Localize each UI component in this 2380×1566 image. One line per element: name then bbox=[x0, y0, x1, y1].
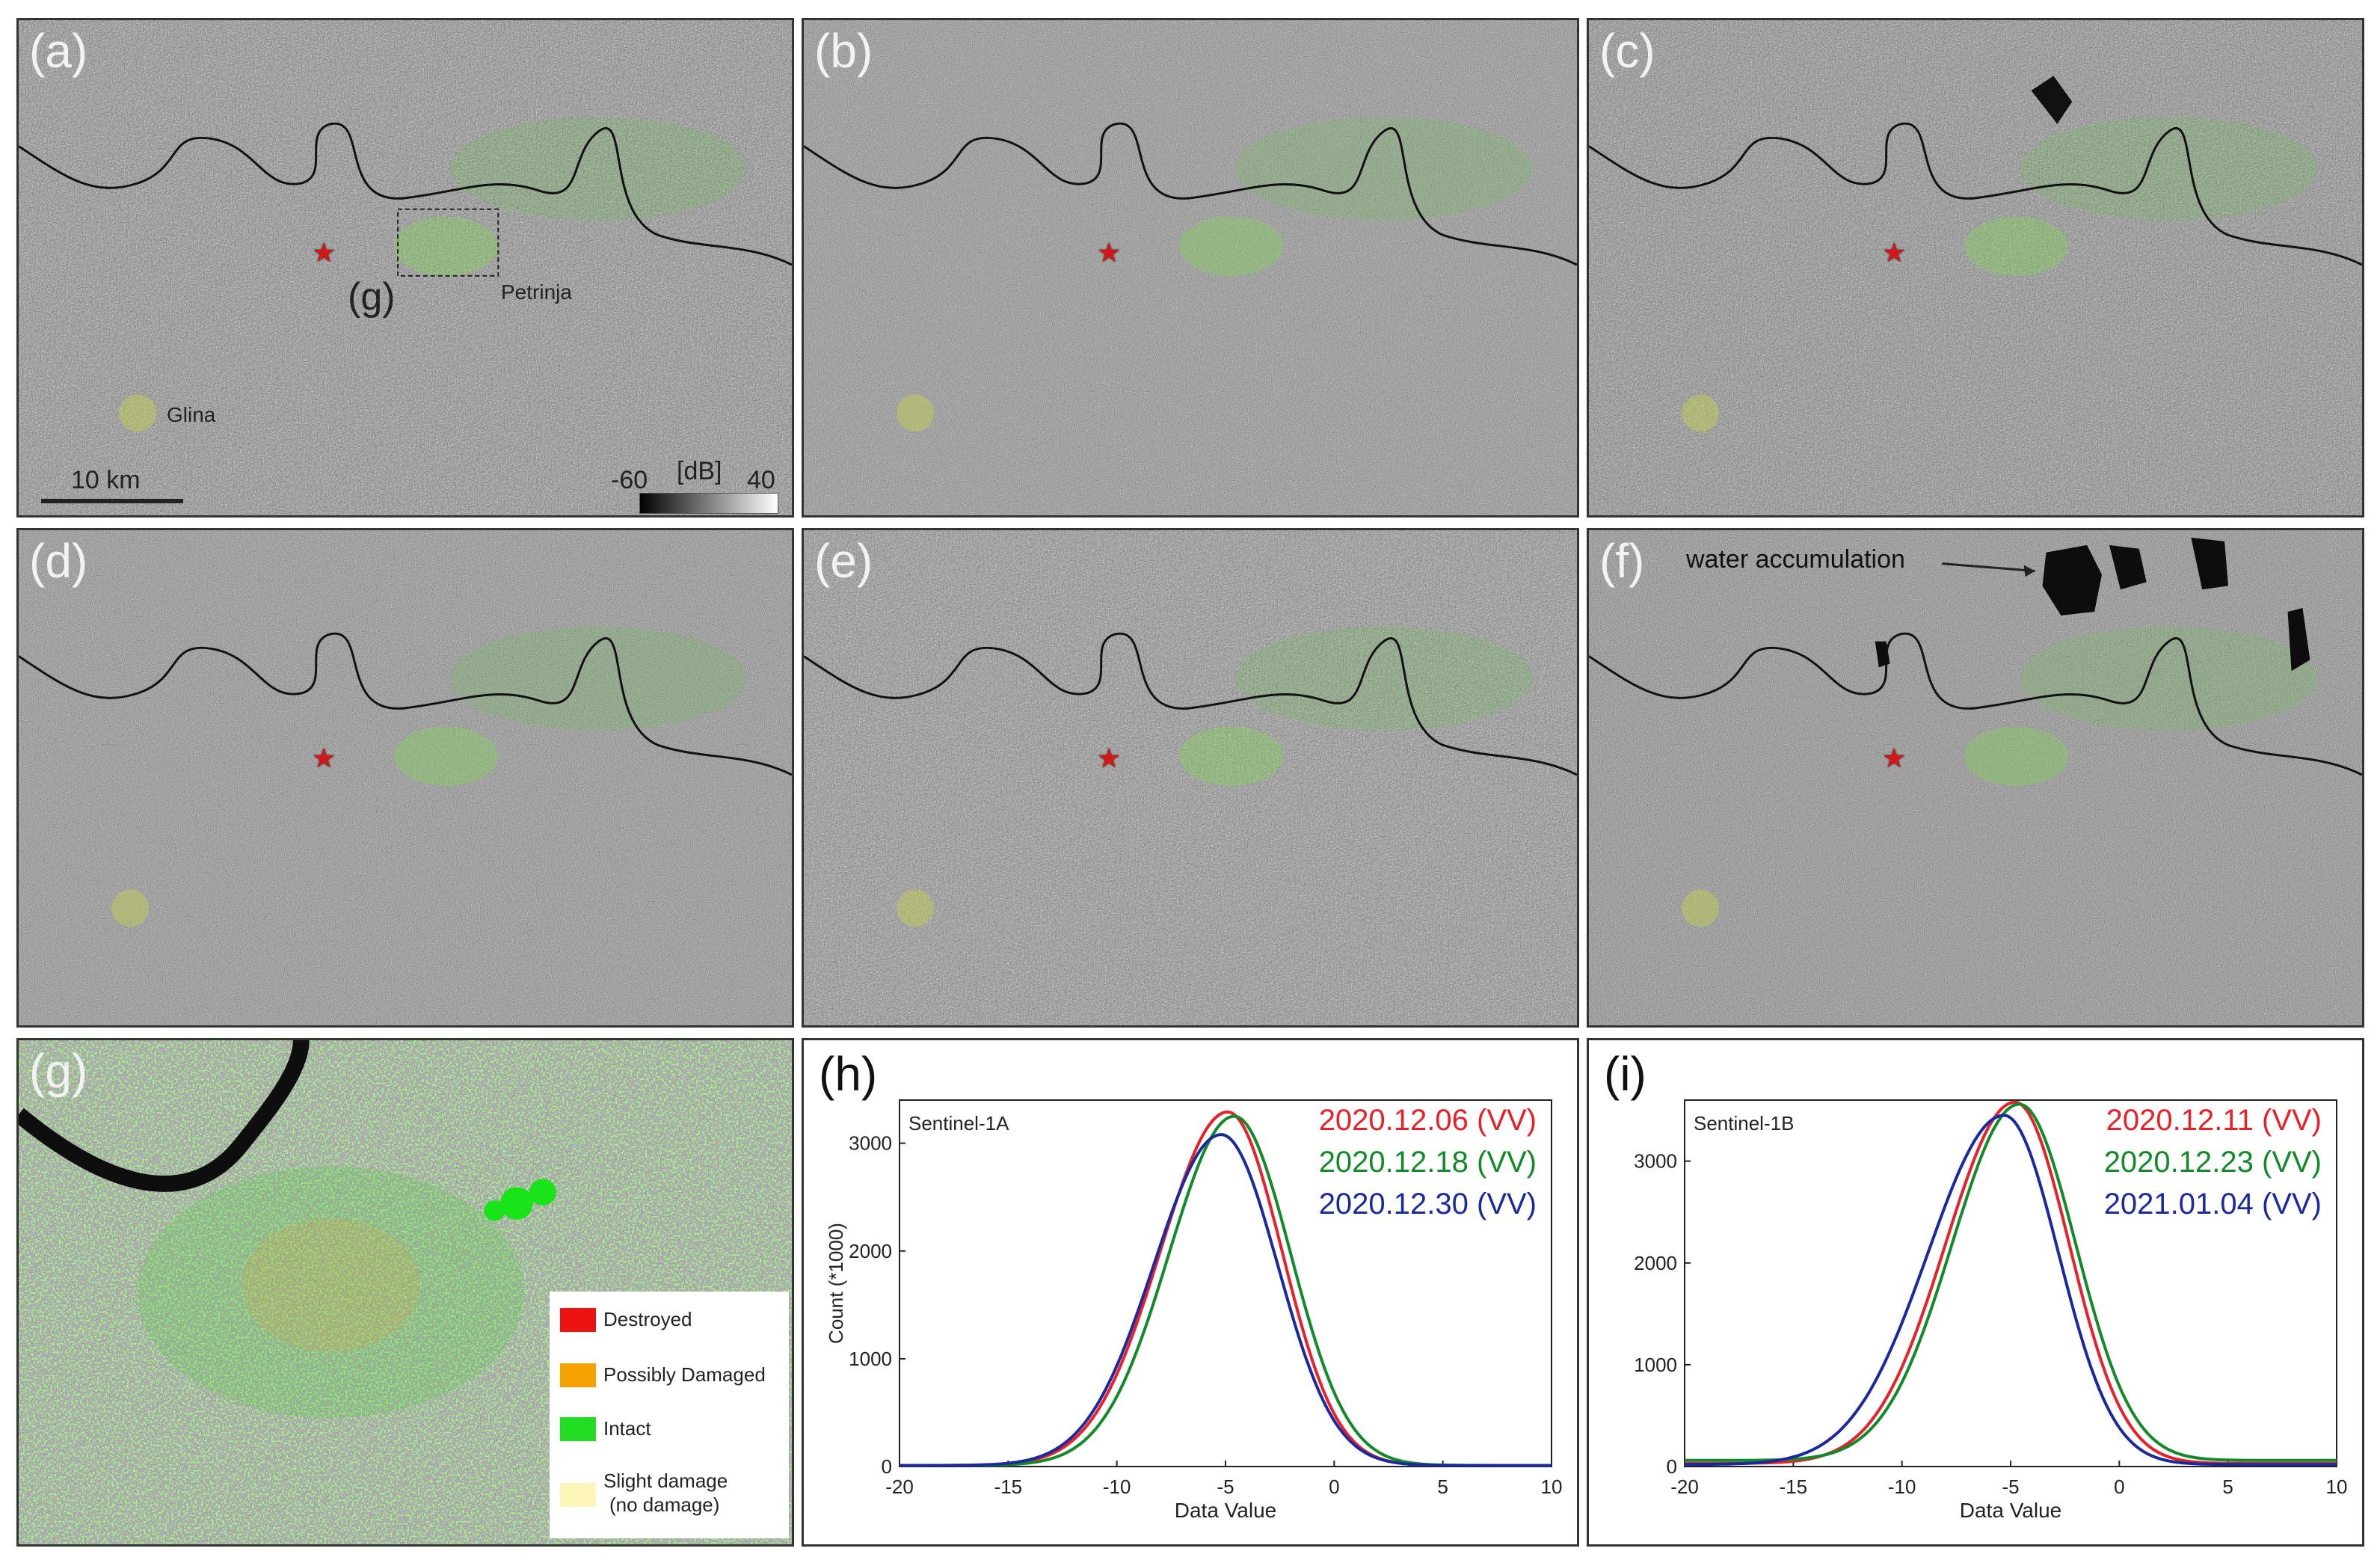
legend-swatch bbox=[560, 1363, 596, 1387]
epicenter-star-icon: ★ bbox=[1097, 237, 1122, 268]
epicenter-star-icon: ★ bbox=[1097, 743, 1122, 773]
y-tick-label: 3000 bbox=[1634, 1150, 1677, 1173]
panel-label: (b) bbox=[814, 24, 873, 78]
x-tick-label: -5 bbox=[1217, 1476, 1234, 1498]
panel-label: (i) bbox=[1604, 1047, 1646, 1101]
epicenter-star-icon: ★ bbox=[1882, 743, 1907, 773]
colorbar-max: 40 bbox=[747, 466, 775, 494]
y-tick-label: 1000 bbox=[1634, 1354, 1677, 1376]
panel-label: (f) bbox=[1599, 534, 1645, 588]
histogram-chart-h: -20 -15 -10 -5 0 5 10 0 1000 2000 3000 Data Value Co… bbox=[825, 1099, 1563, 1522]
panel-e: (e) ★ bbox=[802, 528, 1579, 1028]
panel-c: (c) ★ bbox=[1587, 18, 2364, 518]
river-line bbox=[19, 632, 792, 776]
river-line bbox=[19, 1040, 310, 1192]
x-tick-label: -20 bbox=[1670, 1476, 1699, 1498]
panel-label: (c) bbox=[1599, 24, 1655, 78]
legend-entry-1: 2020.12.06 (VV) bbox=[1319, 1104, 1537, 1137]
panel-a: (a) ★ (g) Petrinja Glina 10 km -60 [dB] … bbox=[16, 18, 794, 518]
epicenter-star-icon: ★ bbox=[312, 743, 336, 773]
panel-g: (g) Destroyed Possibly Damaged Intact Sl… bbox=[16, 1038, 794, 1547]
panel-b: (b) ★ bbox=[802, 18, 1579, 518]
river-line bbox=[804, 632, 1577, 776]
epicenter-star-icon: ★ bbox=[1882, 237, 1907, 268]
scale-bar bbox=[41, 499, 183, 503]
legend-label-sub: (no damage) bbox=[609, 1493, 720, 1516]
sar-image bbox=[19, 530, 792, 1025]
x-tick-label: 10 bbox=[1541, 1476, 1563, 1498]
x-tick-label: -10 bbox=[1888, 1476, 1916, 1498]
city-glina: Glina bbox=[167, 403, 216, 426]
panel-i: -20 -15 -10 -5 0 5 10 0 1000 2000 3000 Data Value Se… bbox=[1587, 1038, 2364, 1547]
y-tick-label: 0 bbox=[882, 1455, 892, 1478]
panel-f: (f) water accumulation ★ bbox=[1587, 528, 2364, 1028]
inset-label: (g) bbox=[348, 275, 396, 319]
panel-label: (d) bbox=[29, 534, 88, 588]
panel-label: (a) bbox=[29, 24, 88, 78]
colorbar bbox=[639, 493, 778, 514]
panel-label: (g) bbox=[29, 1044, 88, 1098]
y-tick-label: 2000 bbox=[849, 1240, 892, 1262]
scale-label: 10 km bbox=[71, 466, 141, 494]
legend-label: Possibly Damaged bbox=[603, 1363, 766, 1386]
x-tick-label: -15 bbox=[994, 1476, 1023, 1498]
sar-image bbox=[1589, 20, 2362, 515]
river-line bbox=[804, 122, 1577, 266]
y-tick-label: 2000 bbox=[1634, 1252, 1677, 1274]
legend-entry-1: 2020.12.11 (VV) bbox=[2106, 1104, 2322, 1137]
epicenter-star-icon: ★ bbox=[312, 237, 336, 268]
legend-label: Intact bbox=[603, 1417, 651, 1440]
histogram-chart-i: -20 -15 -10 -5 0 5 10 0 1000 2000 3000 Data Value Se… bbox=[1634, 1099, 2348, 1522]
panel-label: (h) bbox=[819, 1047, 878, 1101]
legend-swatch bbox=[560, 1483, 596, 1507]
chart-title: Sentinel-1B bbox=[1694, 1112, 1794, 1134]
water-arrow-icon bbox=[1942, 562, 2035, 572]
y-axis-label: Count (*1000) bbox=[825, 1223, 847, 1344]
sar-image bbox=[804, 530, 1577, 1025]
legend-entry-3: 2021.01.04 (VV) bbox=[2104, 1188, 2322, 1220]
y-tick-label: 3000 bbox=[849, 1132, 892, 1155]
x-axis-label: Data Value bbox=[1175, 1499, 1276, 1522]
x-tick-label: 0 bbox=[2114, 1476, 2124, 1498]
panel-label: (e) bbox=[814, 534, 873, 588]
y-tick-label: 1000 bbox=[849, 1348, 892, 1370]
chart-title: Sentinel-1A bbox=[908, 1112, 1009, 1134]
legend-entry-3: 2020.12.30 (VV) bbox=[1319, 1188, 1537, 1220]
damage-legend: Destroyed Possibly Damaged Intact Slight… bbox=[550, 1292, 789, 1538]
panel-d: (d) ★ bbox=[16, 528, 794, 1028]
legend-label: Destroyed bbox=[603, 1308, 692, 1330]
colorbar-unit: [dB] bbox=[677, 457, 722, 485]
legend-swatch bbox=[560, 1417, 596, 1441]
x-axis-label: Data Value bbox=[1960, 1499, 2061, 1522]
sar-image bbox=[19, 20, 792, 515]
river-line bbox=[1589, 632, 2362, 776]
sar-image bbox=[1589, 530, 2362, 1025]
legend-label: Slight damage bbox=[603, 1470, 728, 1492]
y-tick-label: 0 bbox=[1667, 1455, 1677, 1478]
x-tick-label: -20 bbox=[885, 1476, 914, 1498]
x-tick-label: -5 bbox=[2002, 1476, 2019, 1498]
sar-image bbox=[804, 20, 1577, 515]
series-line-3 bbox=[900, 1133, 1552, 1467]
x-tick-label: -10 bbox=[1103, 1476, 1131, 1498]
inset-box bbox=[397, 208, 499, 277]
panel-h: -20 -15 -10 -5 0 5 10 0 1000 2000 3000 Data Value Co… bbox=[802, 1038, 1579, 1547]
x-tick-label: 0 bbox=[1329, 1476, 1339, 1498]
river-line bbox=[1589, 122, 2362, 266]
x-tick-label: 5 bbox=[2222, 1476, 2233, 1498]
x-tick-label: 5 bbox=[1437, 1476, 1448, 1498]
legend-entry-2: 2020.12.18 (VV) bbox=[1319, 1146, 1537, 1179]
legend-swatch bbox=[560, 1308, 596, 1332]
series-line-2 bbox=[1685, 1102, 2337, 1462]
colorbar-min: -60 bbox=[611, 466, 648, 494]
city-petrinja: Petrinja bbox=[501, 280, 572, 304]
water-accumulation-label: water accumulation bbox=[1686, 545, 1905, 574]
river-line bbox=[19, 122, 792, 266]
legend-entry-2: 2020.12.23 (VV) bbox=[2104, 1146, 2322, 1179]
series-line-3 bbox=[1685, 1114, 2337, 1467]
x-tick-label: -15 bbox=[1780, 1476, 1808, 1498]
x-tick-label: 10 bbox=[2326, 1476, 2348, 1498]
